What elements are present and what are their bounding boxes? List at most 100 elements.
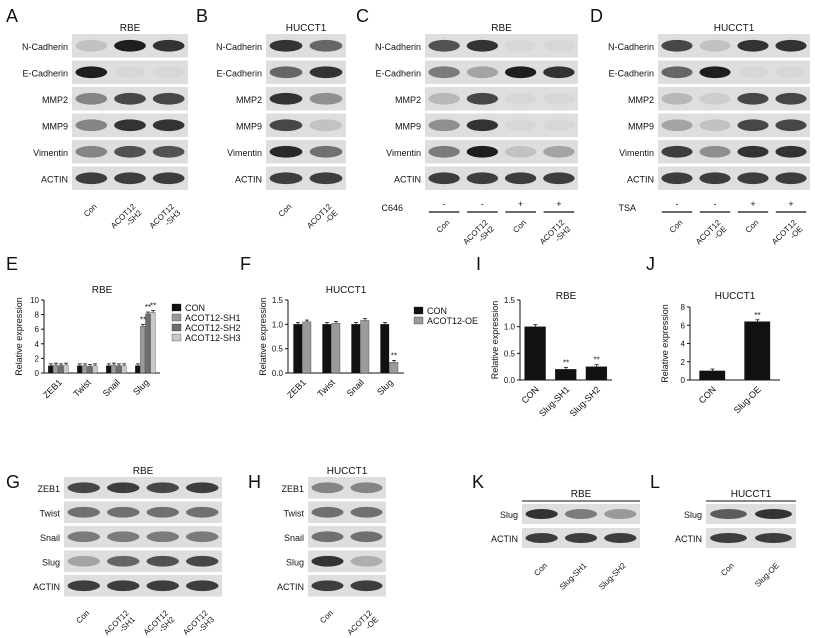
- x-tick-label: Slug-OE: [732, 384, 763, 415]
- panel-letter-L: L: [650, 472, 660, 492]
- blot-band: [350, 555, 383, 567]
- blot-band: [466, 92, 499, 105]
- blot-strip-G: [64, 550, 222, 572]
- blot-band: [661, 39, 693, 52]
- legend-swatch: [171, 333, 182, 342]
- blot-band: [543, 119, 575, 132]
- bar: [555, 369, 577, 381]
- bar: [77, 365, 83, 374]
- chart-title-E: RBE: [92, 285, 113, 296]
- bar: [585, 366, 608, 381]
- blot-band: [309, 172, 343, 185]
- blot-band: [737, 119, 769, 132]
- panel-letter-D: D: [590, 6, 603, 26]
- blot-band: [699, 119, 731, 132]
- blot-band: [710, 509, 747, 519]
- blot-row-label: Slug: [684, 510, 702, 520]
- legend-entry: ACOT12-OE: [427, 316, 478, 326]
- bar: [92, 365, 98, 374]
- panel-letter-B: B: [196, 6, 208, 26]
- blot-row-label: Vimentin: [227, 148, 262, 158]
- lane-label: Con: [719, 561, 736, 578]
- legend-entry: ACOT12-SH3: [185, 333, 241, 343]
- blot-band: [269, 39, 303, 52]
- blot-band: [309, 119, 343, 132]
- y-tick-label: 0.0: [272, 369, 284, 378]
- blot-strip-C: [425, 113, 578, 137]
- bar: [380, 324, 390, 374]
- blot-strip-D: [658, 60, 810, 84]
- treatment-label-D: TSA: [618, 203, 636, 213]
- blot-band: [311, 482, 344, 494]
- blot-band: [428, 66, 460, 79]
- treatment-mark: +: [788, 199, 793, 209]
- blot-row-label: E-Cadherin: [375, 68, 421, 78]
- blot-band: [269, 119, 303, 132]
- blot-band: [466, 145, 499, 158]
- blot-row-label: Twist: [283, 508, 304, 518]
- legend-swatch: [171, 313, 182, 322]
- bar: [111, 364, 117, 374]
- y-tick-label: 6: [35, 325, 40, 334]
- significance-mark: **: [391, 351, 397, 360]
- y-axis-label-J: Relative expression: [660, 304, 670, 383]
- blot-band: [699, 92, 731, 105]
- blot-band: [186, 506, 219, 518]
- blot-row-label: MMP9: [395, 121, 421, 131]
- blot-band: [114, 66, 146, 79]
- blot-band: [525, 509, 558, 519]
- blot-band: [661, 92, 693, 105]
- blot-band: [75, 39, 108, 52]
- chart-title-J: HUCCT1: [715, 291, 756, 302]
- blot-band: [186, 555, 219, 567]
- blot-band: [504, 172, 537, 185]
- blot-band: [269, 172, 303, 185]
- blot-band: [504, 145, 537, 158]
- y-tick-label: 4: [35, 340, 40, 349]
- bar: [58, 365, 64, 374]
- blot-strip-D: [658, 166, 810, 190]
- bar: [389, 362, 399, 374]
- y-tick-label: 1.0: [272, 320, 284, 329]
- blot-row-label: MMP9: [628, 121, 654, 131]
- x-tick-label: CON: [697, 384, 718, 405]
- blot-band: [737, 66, 769, 79]
- blot-band: [152, 39, 185, 52]
- blot-band: [604, 533, 637, 543]
- blot-band: [699, 66, 731, 79]
- lane-label: Slug-OE: [753, 561, 781, 589]
- blot-strip-G: [64, 526, 222, 548]
- blot-row-label: ACTIN: [627, 174, 654, 184]
- blot-band: [755, 509, 792, 519]
- blot-band: [564, 533, 598, 543]
- blot-row-label: MMP2: [236, 95, 262, 105]
- blot-row-label: Vimentin: [386, 148, 421, 158]
- chart-title-I: RBE: [556, 291, 577, 302]
- legend-entry: ACOT12-SH2: [185, 323, 241, 333]
- lane-label: Slug-SH2: [597, 561, 628, 592]
- bar: [87, 366, 93, 374]
- blot-band: [699, 145, 731, 158]
- legend-entry: CON: [185, 303, 205, 313]
- y-axis-label-F: Relative expression: [258, 297, 268, 376]
- bar: [322, 324, 332, 374]
- blot-band: [710, 533, 747, 543]
- blot-band: [543, 39, 575, 52]
- blot-strip-C: [425, 34, 578, 58]
- blot-title-B: HUCCT1: [286, 23, 327, 34]
- blot-band: [67, 531, 100, 543]
- x-tick-label: Twist: [71, 377, 93, 399]
- bar: [116, 365, 122, 374]
- blot-row-label: ZEB1: [37, 484, 60, 494]
- blot-band: [146, 482, 179, 494]
- blot-row-label: Snail: [284, 533, 304, 543]
- blot-band: [737, 92, 769, 105]
- panel-letter-G: G: [6, 472, 20, 492]
- x-tick-label: Snail: [345, 377, 366, 398]
- x-tick-label: Slug: [375, 377, 395, 397]
- blot-band: [75, 145, 108, 158]
- panel-letter-E: E: [6, 254, 18, 274]
- blot-row-label: MMP2: [42, 95, 68, 105]
- blot-band: [75, 119, 108, 132]
- lane-label: Slug-SH1: [558, 561, 589, 592]
